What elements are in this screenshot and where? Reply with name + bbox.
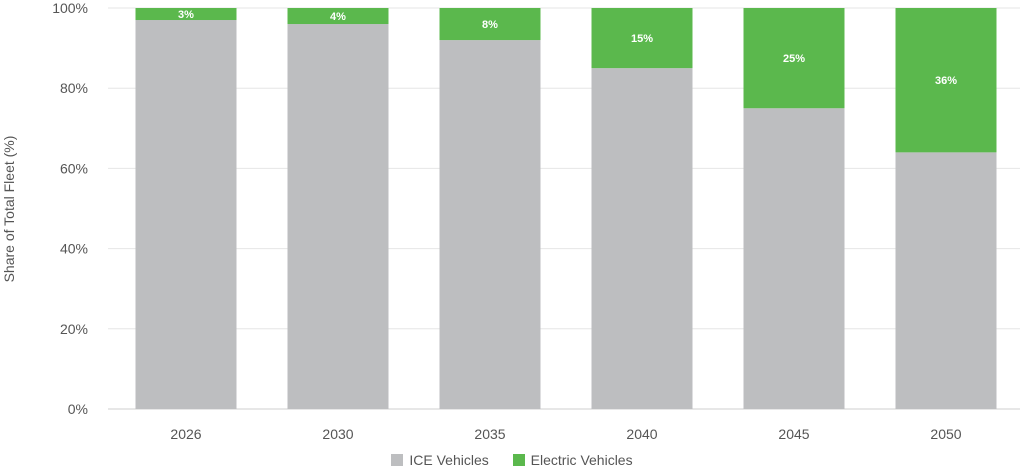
bars: 3% 4% 8% 15% 25% 36%	[135, 8, 997, 410]
y-tick-label: 80%	[60, 80, 88, 96]
data-label: 8%	[482, 19, 498, 31]
bar-segment-electric[interactable]	[895, 8, 997, 153]
y-tick-label: 40%	[60, 241, 88, 257]
y-axis-ticks: 0% 20% 40% 60% 80% 100%	[52, 0, 88, 417]
bar-segment-electric[interactable]	[135, 8, 237, 21]
bar-segment-ice[interactable]	[439, 40, 541, 410]
x-axis-ticks: 2026 2030 2035 2040 2045 2050	[170, 426, 961, 442]
x-tick-label: 2026	[170, 426, 201, 442]
bar-segment-electric[interactable]	[591, 8, 693, 69]
bar-segment-ice[interactable]	[591, 68, 693, 410]
legend-swatch-electric	[512, 454, 525, 466]
data-label: 25%	[783, 53, 805, 65]
bar-segment-ice[interactable]	[895, 152, 997, 410]
y-tick-label: 60%	[60, 160, 88, 176]
data-label: 36%	[935, 75, 957, 87]
x-tick-label: 2040	[626, 426, 657, 442]
bar-segment-ice[interactable]	[135, 20, 237, 410]
y-axis-label: Share of Total Fleet (%)	[1, 136, 17, 283]
bar-segment-ice[interactable]	[743, 108, 845, 409]
legend-label-electric: Electric Vehicles	[530, 452, 633, 468]
y-tick-label: 100%	[52, 0, 88, 16]
bar-segment-electric[interactable]	[743, 8, 845, 109]
x-tick-label: 2035	[474, 426, 505, 442]
legend-swatch-ice	[391, 454, 404, 466]
data-label: 15%	[631, 33, 653, 45]
legend-item-ice[interactable]: ICE Vehicles	[391, 452, 489, 468]
x-tick-label: 2030	[322, 426, 353, 442]
data-label: 3%	[178, 9, 194, 21]
bar-segment-electric[interactable]	[287, 8, 389, 25]
y-tick-label: 20%	[60, 321, 88, 337]
x-tick-label: 2050	[930, 426, 961, 442]
data-label: 4%	[330, 11, 346, 23]
y-tick-label: 0%	[68, 401, 88, 417]
x-tick-label: 2045	[778, 426, 809, 442]
legend-label-ice: ICE Vehicles	[409, 452, 489, 468]
legend: ICE Vehicles Electric Vehicles	[0, 452, 1024, 469]
bar-segment-electric[interactable]	[439, 8, 541, 41]
bar-segment-ice[interactable]	[287, 24, 389, 409]
grid-lines	[108, 7, 1020, 410]
legend-item-electric[interactable]: Electric Vehicles	[512, 452, 633, 468]
